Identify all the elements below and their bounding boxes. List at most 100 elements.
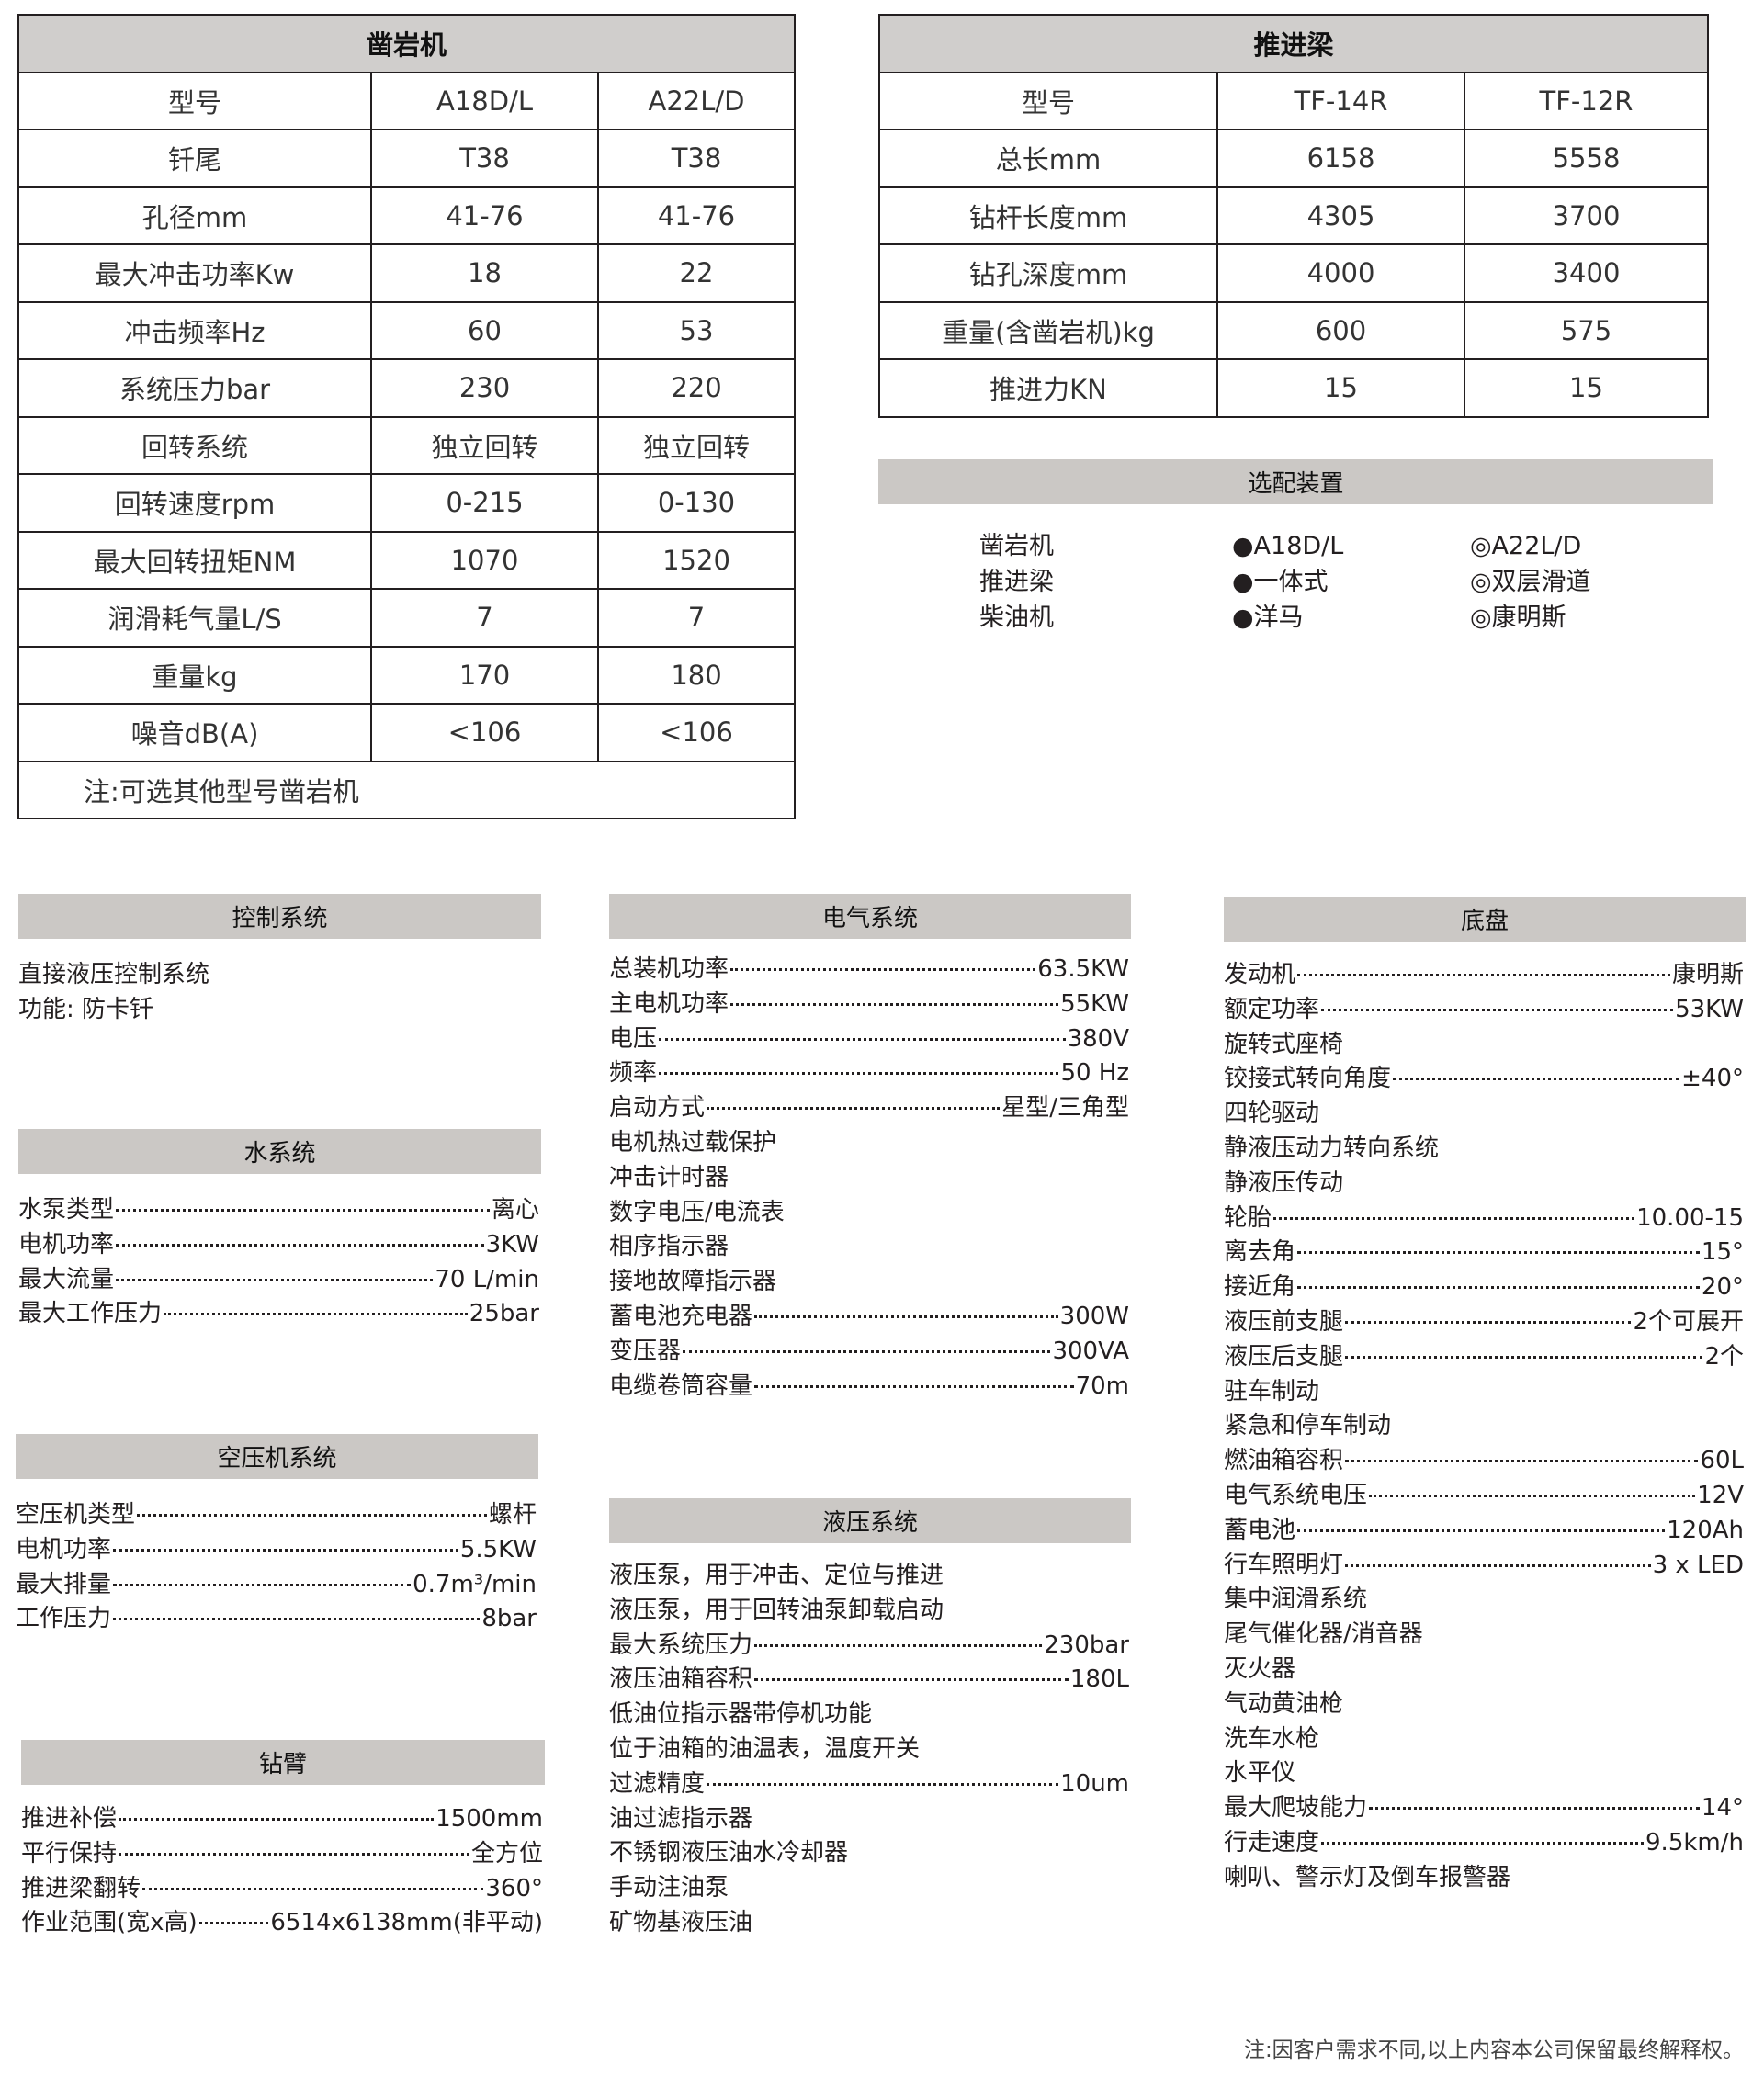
table-cell: 1520 <box>597 530 796 590</box>
spec-label: 最大系统压力 <box>609 1631 753 1659</box>
table-title-row: 推进梁 <box>878 14 1709 73</box>
dotted-leader <box>113 1618 481 1621</box>
spec-item: 静液压传动 <box>1224 1167 1744 1202</box>
spec-item: 最大工作压力 25bar <box>18 1297 539 1332</box>
spec-label: 蓄电池 <box>1224 1516 1296 1544</box>
spec-label: 液压前支腿 <box>1224 1307 1344 1336</box>
spec-item: 水平仪 <box>1224 1756 1744 1791</box>
spec-item: 燃油箱容积 60L <box>1224 1444 1744 1479</box>
dotted-leader <box>119 1818 435 1821</box>
table-cell: 3700 <box>1464 186 1709 245</box>
options-header: 选配装置 <box>878 459 1713 504</box>
spec-item: 离去角 15° <box>1224 1236 1744 1270</box>
spec-item: 平行保持 全方位 <box>21 1837 543 1872</box>
table-header-row: 型号 TF-14R TF-12R <box>878 71 1709 130</box>
spec-label: 轮胎 <box>1224 1203 1272 1232</box>
spec-label: 平行保持 <box>21 1839 118 1868</box>
spec-label: 低油位指示器带停机功能 <box>609 1700 873 1729</box>
spec-item: 轮胎 10.00-15 <box>1224 1202 1744 1236</box>
spec-label: 行走速度 <box>1224 1828 1320 1857</box>
table-cell: 18 <box>370 243 599 303</box>
table-cell: 230 <box>370 358 599 418</box>
row-label: 系统压力bar <box>17 358 372 418</box>
spec-label: 燃油箱容积 <box>1224 1447 1344 1475</box>
table-cell: 575 <box>1464 300 1709 360</box>
spec-label: 最大排量 <box>16 1570 112 1598</box>
spec-item: 过滤精度 10um <box>609 1767 1129 1802</box>
dotted-leader <box>659 1072 1059 1076</box>
option-optional-item: ◎康明斯 <box>1470 604 1566 632</box>
spec-value: 55KW <box>1060 989 1129 1018</box>
electric-section-header: 电气系统 <box>609 894 1131 939</box>
electric-spec-list: 总装机功率 63.5KW 主电机功率 55KW 电压 380V 频率 50 Hz 启动方式 星型/… <box>609 953 1129 1404</box>
spec-value: 10um <box>1060 1769 1129 1798</box>
option-labels-item: 推进梁 <box>979 568 1054 596</box>
spec-item: 静液压动力转向系统 <box>1224 1132 1744 1167</box>
row-label: 推进力KN <box>878 358 1218 418</box>
dotted-leader <box>116 1278 434 1281</box>
spec-item: 最大系统压力 230bar <box>609 1629 1129 1664</box>
table-cell: 15 <box>1216 358 1465 418</box>
spec-label: 最大工作压力 <box>18 1300 163 1328</box>
spec-item: 集中润滑系统 <box>1224 1583 1744 1618</box>
table-row: 重量(含凿岩机)kg 600 575 <box>878 300 1709 360</box>
table-cell: 15 <box>1464 358 1709 418</box>
row-label: 润滑耗气量L/S <box>17 588 372 648</box>
spec-value: 360° <box>485 1874 543 1902</box>
spec-label: 过滤精度 <box>609 1769 706 1798</box>
spec-value: 2个可展开 <box>1633 1307 1744 1336</box>
spec-item: 冲击计时器 <box>609 1161 1129 1196</box>
spec-value: 70 L/min <box>435 1265 539 1293</box>
spec-item: 直接液压控制系统 <box>18 958 539 993</box>
spec-value: 300W <box>1059 1302 1129 1330</box>
table-header-row: 型号 A18D/L A22L/D <box>17 71 796 130</box>
spec-item: 灭火器 <box>1224 1653 1744 1687</box>
table-cell: 7 <box>597 588 796 648</box>
dotted-leader <box>754 1643 1043 1647</box>
dotted-leader <box>754 1384 1074 1388</box>
dotted-leader <box>1321 1008 1674 1011</box>
dotted-leader <box>1297 1529 1666 1532</box>
spec-value: 全方位 <box>470 1839 543 1868</box>
row-label: 重量(含凿岩机)kg <box>878 300 1218 360</box>
spec-item: 相序指示器 <box>609 1230 1129 1265</box>
spec-value: 230bar <box>1044 1631 1129 1659</box>
spec-value: 1500mm <box>435 1805 543 1833</box>
column-header: A22L/D <box>597 71 796 130</box>
spec-value: 9.5km/h <box>1645 1828 1744 1857</box>
spec-label: 总装机功率 <box>609 955 729 983</box>
spec-item: 行走速度 9.5km/h <box>1224 1826 1744 1861</box>
feed-beam-table: 推进梁 型号 TF-14R TF-12R 总长mm 6158 5558 钻杆长度mm 4305 3… <box>878 14 1709 418</box>
table-cell: 4000 <box>1216 243 1465 303</box>
spec-label: 相序指示器 <box>609 1233 729 1261</box>
table-row: 回转速度rpm 0-215 0-130 <box>17 473 796 533</box>
spec-value: 6514x6138mm(非平动) <box>270 1909 543 1937</box>
table-cell: 170 <box>370 645 599 705</box>
spec-label: 频率 <box>609 1059 658 1088</box>
spec-item: 行车照明灯 3 x LED <box>1224 1549 1744 1584</box>
row-label: 钻杆长度mm <box>878 186 1218 245</box>
spec-item: 最大排量 0.7m³/min <box>16 1568 537 1603</box>
spec-item: 液压后支腿 2个 <box>1224 1340 1744 1375</box>
dotted-leader <box>707 1782 1059 1786</box>
table-cell: 41-76 <box>370 186 599 245</box>
spec-value: 50 Hz <box>1060 1059 1129 1088</box>
table-cell: 独立回转 <box>597 415 796 475</box>
spec-item: 电缆卷筒容量 70m <box>609 1370 1129 1405</box>
option-optional-item: ◎A22L/D <box>1470 532 1582 560</box>
dotted-leader <box>1273 1216 1635 1220</box>
spec-item: 铰接式转向角度 ±40° <box>1224 1062 1744 1097</box>
spec-item: 蓄电池充电器 300W <box>609 1300 1129 1335</box>
spec-label: 不锈钢液压油水冷却器 <box>609 1839 849 1868</box>
dotted-leader <box>1345 1460 1699 1463</box>
table-row: 系统压力bar 230 220 <box>17 358 796 418</box>
table-row: 总长mm 6158 5558 <box>878 129 1709 188</box>
spec-item: 功能: 防卡钎 <box>18 993 539 1028</box>
column-header: TF-14R <box>1216 71 1465 130</box>
spec-label: 液压后支腿 <box>1224 1342 1344 1371</box>
table-row: 钻孔深度mm 4000 3400 <box>878 243 1709 303</box>
table-cell: 600 <box>1216 300 1465 360</box>
spec-item: 液压前支腿 2个可展开 <box>1224 1305 1744 1340</box>
spec-item: 液压泵，用于冲击、定位与推进 <box>609 1559 1129 1594</box>
option-standard-item: ●洋马 <box>1232 604 1304 632</box>
